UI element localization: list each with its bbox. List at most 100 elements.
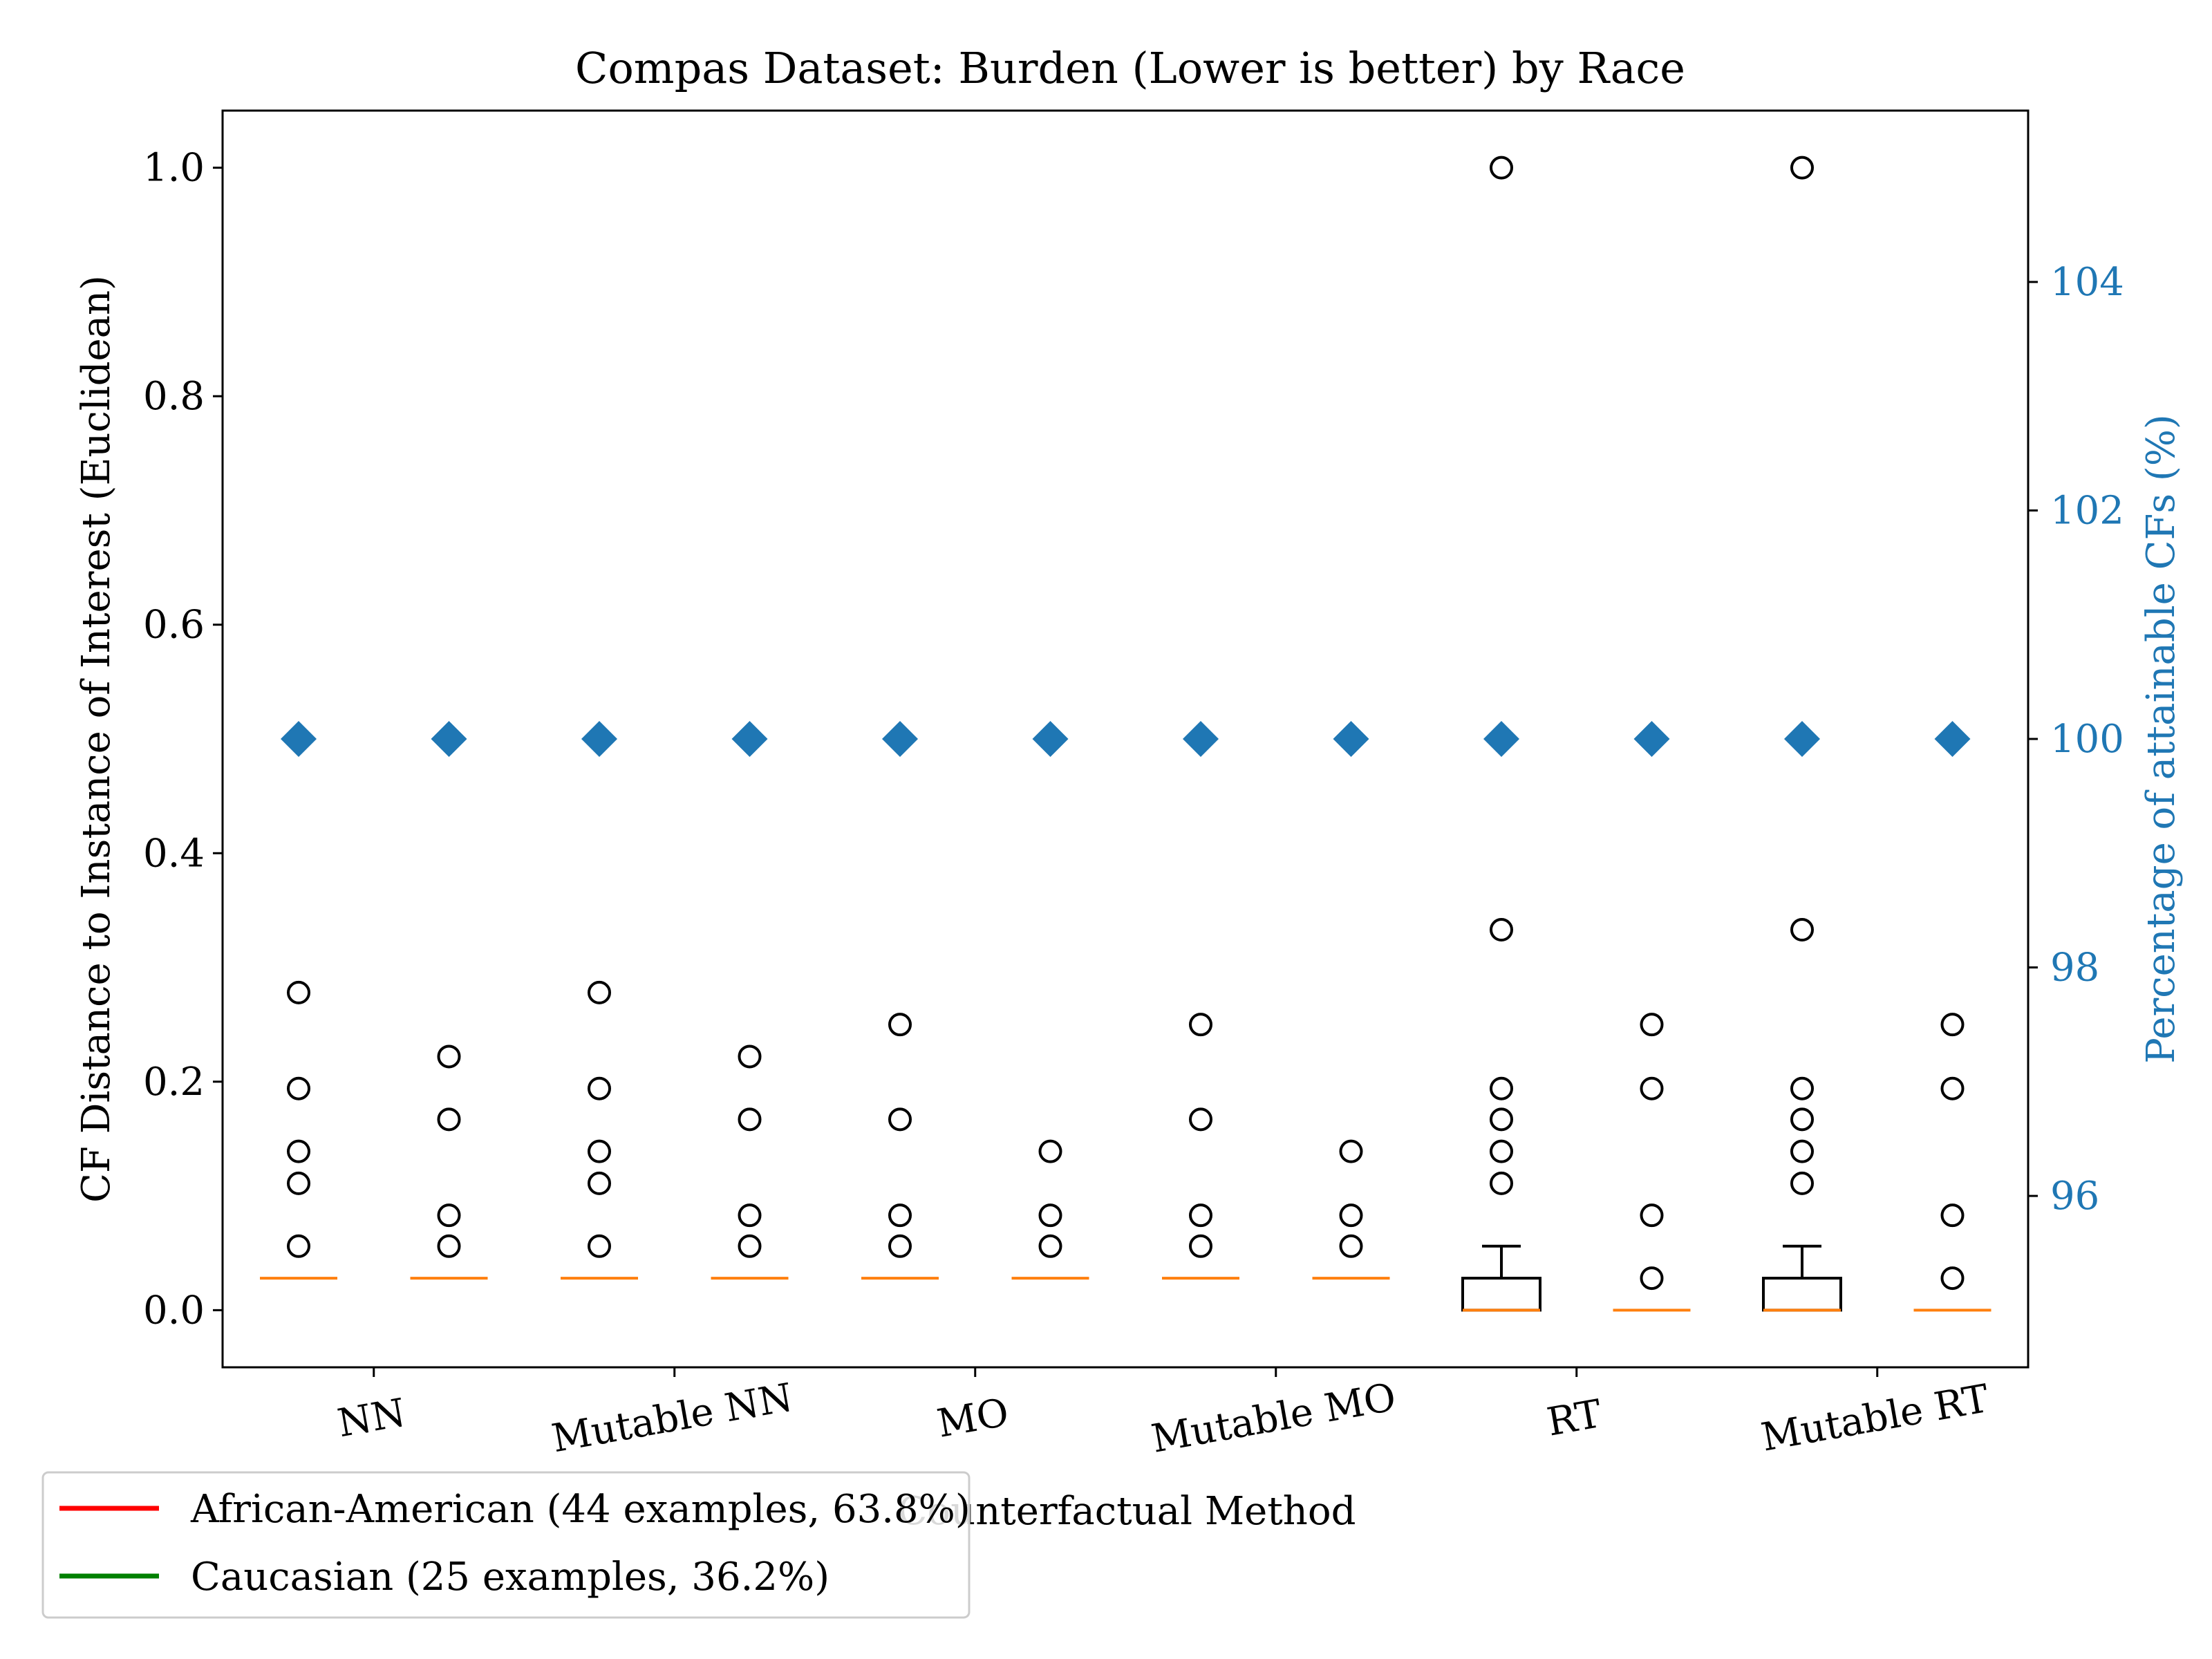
outlier-point	[1790, 1171, 1814, 1195]
outlier-point	[1038, 1234, 1062, 1258]
outlier-point	[437, 1234, 461, 1258]
outlier-point	[1339, 1139, 1363, 1163]
y-tick-label: 0.2	[143, 1060, 205, 1105]
outlier-point	[738, 1107, 762, 1132]
y-tick-label: 0.0	[143, 1288, 205, 1333]
y-tick-label: 1.0	[143, 146, 205, 191]
outlier-point	[437, 1044, 461, 1069]
attainable-marker	[1633, 721, 1670, 757]
outlier-point	[1640, 1203, 1664, 1228]
attainable-marker	[1032, 721, 1069, 757]
outlier-point	[888, 1203, 912, 1228]
outlier-point	[738, 1203, 762, 1228]
outlier-point	[1189, 1013, 1212, 1037]
legend-label-caucasian: Caucasian (25 examples, 36.2%)	[191, 1555, 830, 1600]
attainable-marker	[581, 721, 617, 757]
box-body	[1461, 1277, 1541, 1312]
attainable-marker	[431, 721, 467, 757]
outlier-point	[1940, 1266, 1965, 1291]
x-tick-label: Mutable RT	[1758, 1376, 1992, 1461]
outlier-point	[1940, 1203, 1965, 1228]
y-tick-label: 0.4	[143, 831, 205, 876]
x-tick-label: Mutable NN	[549, 1375, 796, 1461]
box-mo-caucasian	[1011, 721, 1089, 1280]
outlier-point	[1490, 1076, 1513, 1100]
attainable-marker	[882, 721, 918, 757]
chart-title: Compas Dataset: Burden (Lower is better)…	[575, 43, 1685, 93]
outlier-point	[1490, 1107, 1513, 1132]
outlier-point	[1339, 1234, 1363, 1258]
outlier-point	[1038, 1203, 1062, 1228]
outlier-point	[588, 1171, 611, 1195]
outlier-point	[1038, 1139, 1062, 1163]
y-right-tick-label: 102	[2050, 488, 2124, 533]
legend-box	[41, 1471, 971, 1619]
outlier-point	[1640, 1013, 1664, 1037]
box-nn-caucasian	[410, 721, 488, 1280]
attainable-marker	[1333, 721, 1369, 757]
outlier-point	[437, 1107, 461, 1132]
x-tick-label: MO	[934, 1390, 1012, 1447]
box-mutable-mo-caucasian	[1312, 721, 1390, 1280]
outlier-point	[287, 1139, 310, 1163]
outlier-point	[888, 1234, 912, 1258]
outlier-point	[738, 1234, 762, 1258]
outlier-point	[888, 1107, 912, 1132]
legend-label-african-american: African-American (44 examples, 63.8%)	[190, 1487, 971, 1532]
outlier-point	[1339, 1203, 1363, 1228]
box-mutable-rt-caucasian	[1913, 721, 1991, 1312]
outlier-point	[1790, 1076, 1814, 1100]
outlier-point	[287, 1171, 310, 1195]
box-rt-african-american	[1461, 156, 1541, 1312]
outlier-point	[1490, 1171, 1513, 1195]
attainable-marker	[1483, 721, 1519, 757]
outlier-point	[1640, 1076, 1664, 1100]
x-tick-label: RT	[1544, 1391, 1605, 1445]
y-axis-right-label: Percentage of attainable CFs (%)	[2139, 414, 2184, 1064]
box-mo-african-american	[861, 721, 939, 1280]
box-mutable-nn-african-american	[561, 721, 638, 1280]
attainable-marker	[731, 721, 768, 757]
x-tick-label: NN	[335, 1390, 409, 1446]
outlier-point	[588, 1139, 611, 1163]
y-right-tick-label: 96	[2050, 1174, 2099, 1219]
y-tick-label: 0.8	[143, 374, 205, 419]
legend: African-American (44 examples, 63.8%) Ca…	[41, 1471, 971, 1619]
outlier-point	[1189, 1234, 1212, 1258]
outlier-point	[1940, 1013, 1965, 1037]
outlier-point	[1490, 918, 1513, 942]
attainable-marker	[1934, 721, 1971, 757]
outlier-point	[1790, 1107, 1814, 1132]
y-right-tick-label: 100	[2050, 717, 2124, 762]
box-rt-caucasian	[1613, 721, 1691, 1312]
y-right-tick-label: 104	[2050, 260, 2124, 305]
outlier-point	[1790, 156, 1814, 180]
outlier-point	[1490, 1139, 1513, 1163]
attainable-marker	[1784, 721, 1820, 757]
attainable-marker	[1183, 721, 1219, 757]
outlier-point	[1189, 1203, 1212, 1228]
attainable-marker	[281, 721, 317, 757]
outlier-point	[738, 1044, 762, 1069]
box-mutable-mo-african-american	[1162, 721, 1239, 1280]
y-right-tick-label: 98	[2050, 946, 2099, 991]
outlier-point	[1189, 1107, 1212, 1132]
outlier-point	[1640, 1266, 1664, 1291]
box-mutable-rt-african-american	[1762, 156, 1842, 1312]
outlier-point	[287, 1234, 310, 1258]
outlier-point	[437, 1203, 461, 1228]
outlier-point	[1790, 918, 1814, 942]
x-axis-label: Counterfactual Method	[898, 1489, 1356, 1534]
outlier-point	[588, 1076, 611, 1100]
x-tick-label: Mutable MO	[1148, 1375, 1399, 1462]
outlier-point	[287, 980, 310, 1004]
y-tick-label: 0.6	[143, 603, 205, 648]
box-mutable-nn-caucasian	[711, 721, 789, 1280]
outlier-point	[588, 1234, 611, 1258]
outlier-point	[1790, 1139, 1814, 1163]
y-axis-label: CF Distance to Instance of Interest (Euc…	[74, 275, 119, 1203]
outlier-point	[287, 1076, 310, 1100]
outlier-point	[1940, 1076, 1965, 1100]
box-body	[1762, 1277, 1842, 1312]
